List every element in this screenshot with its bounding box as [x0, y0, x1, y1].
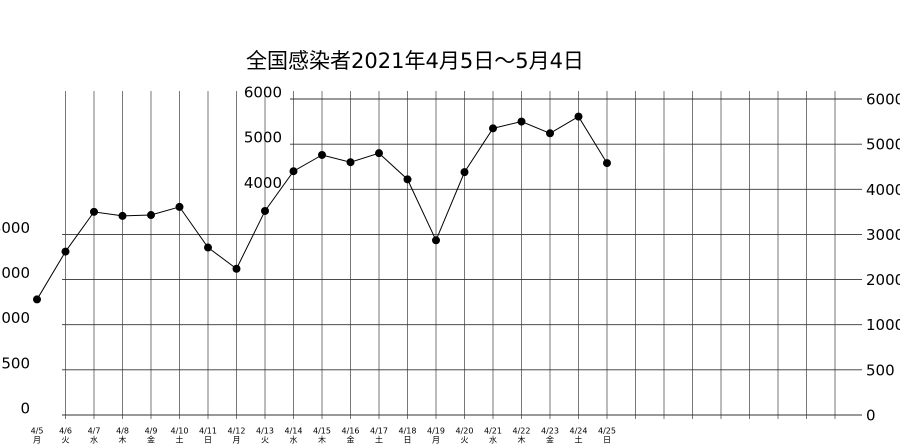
x-tick-label: 4/16	[342, 427, 360, 436]
y2-tick-label: 2000	[866, 271, 900, 289]
y-tick-label: 500	[1, 354, 30, 372]
y2-tick-label: 500	[866, 361, 895, 379]
x-weekday-label: 土	[176, 435, 184, 444]
y2-tick-label: 6000	[866, 91, 900, 109]
x-tick-label: 4/8	[116, 427, 129, 436]
point	[546, 129, 554, 138]
x-weekday-label: 火	[461, 436, 469, 444]
y-tick-label: 3000	[0, 219, 30, 237]
point	[289, 167, 298, 176]
x-weekday-label: 木	[318, 435, 326, 444]
y-tick-label: 2000	[0, 264, 30, 282]
y-tick-label: 1000	[0, 309, 30, 327]
point	[33, 295, 41, 304]
x-tick-label: 4/19	[427, 427, 445, 436]
y-tick-label: 4000	[244, 174, 282, 192]
x-weekday-label: 火	[62, 436, 70, 444]
x-tick-label: 4/24	[570, 427, 588, 436]
x-tick-label: 4/23	[541, 427, 559, 436]
x-tick-label: 4/10	[171, 427, 189, 436]
y-tick-label: 6000	[244, 84, 282, 102]
x-weekday-label: 金	[347, 435, 355, 444]
y2-tick-label: 1000	[866, 316, 900, 334]
point	[118, 211, 127, 220]
x-weekday-label: 日	[204, 436, 212, 444]
x-weekday-label: 木	[119, 435, 127, 444]
y2-tick-label: 0	[866, 407, 876, 425]
x-weekday-label: 日	[404, 436, 412, 444]
x-tick-label: 4/17	[370, 427, 388, 436]
x-weekday-label: 月	[233, 436, 241, 444]
x-tick-label: 4/14	[285, 427, 303, 436]
point	[261, 206, 269, 215]
x-tick-label: 4/22	[513, 427, 531, 436]
x-weekday-label: 金	[546, 435, 554, 444]
x-tick-label: 4/12	[228, 427, 246, 436]
y2-tick-label: 5000	[866, 136, 900, 154]
point	[517, 117, 526, 126]
point	[61, 247, 70, 256]
x-weekday-label: 水	[90, 435, 98, 444]
x-tick-label: 4/7	[88, 427, 101, 436]
x-tick-label: 4/20	[456, 427, 474, 436]
x-weekday-label: 火	[261, 436, 269, 444]
x-tick-label: 4/15	[313, 427, 331, 436]
x-tick-label: 4/6	[59, 427, 72, 436]
point	[460, 168, 469, 177]
point	[346, 158, 355, 167]
x-weekday-label: 日	[603, 436, 611, 444]
x-tick-label: 4/9	[145, 427, 158, 436]
point	[403, 175, 412, 184]
point	[90, 207, 98, 216]
point	[318, 150, 326, 159]
x-tick-label: 4/11	[199, 427, 217, 436]
point	[574, 112, 583, 121]
x-weekday-label: 金	[147, 435, 155, 444]
y-tick-label: 5000	[244, 129, 282, 147]
x-weekday-label: 土	[375, 435, 383, 444]
x-weekday-label: 木	[518, 435, 526, 444]
x-weekday-label: 水	[489, 435, 497, 444]
x-tick-label: 4/5	[31, 427, 44, 436]
x-tick-label: 4/18	[399, 427, 417, 436]
x-tick-label: 4/21	[484, 427, 502, 436]
x-tick-label: 4/13	[256, 427, 274, 436]
x-weekday-label: 水	[290, 435, 298, 444]
y2-tick-label: 4000	[866, 181, 900, 199]
x-weekday-label: 土	[575, 435, 583, 444]
point	[175, 202, 184, 211]
point	[232, 264, 241, 273]
y-tick-label: 0	[20, 400, 30, 418]
point	[489, 124, 497, 133]
point	[375, 149, 383, 158]
x-weekday-label: 月	[432, 436, 440, 444]
chart-title: 全国感染者2021年4月5日～5月4日	[246, 49, 584, 73]
point	[204, 243, 212, 252]
x-weekday-label: 月	[33, 436, 41, 444]
point	[147, 211, 155, 220]
x-tick-label: 4/25	[598, 427, 616, 436]
y2-tick-label: 3000	[866, 226, 900, 244]
point	[603, 159, 611, 168]
point	[432, 236, 440, 245]
